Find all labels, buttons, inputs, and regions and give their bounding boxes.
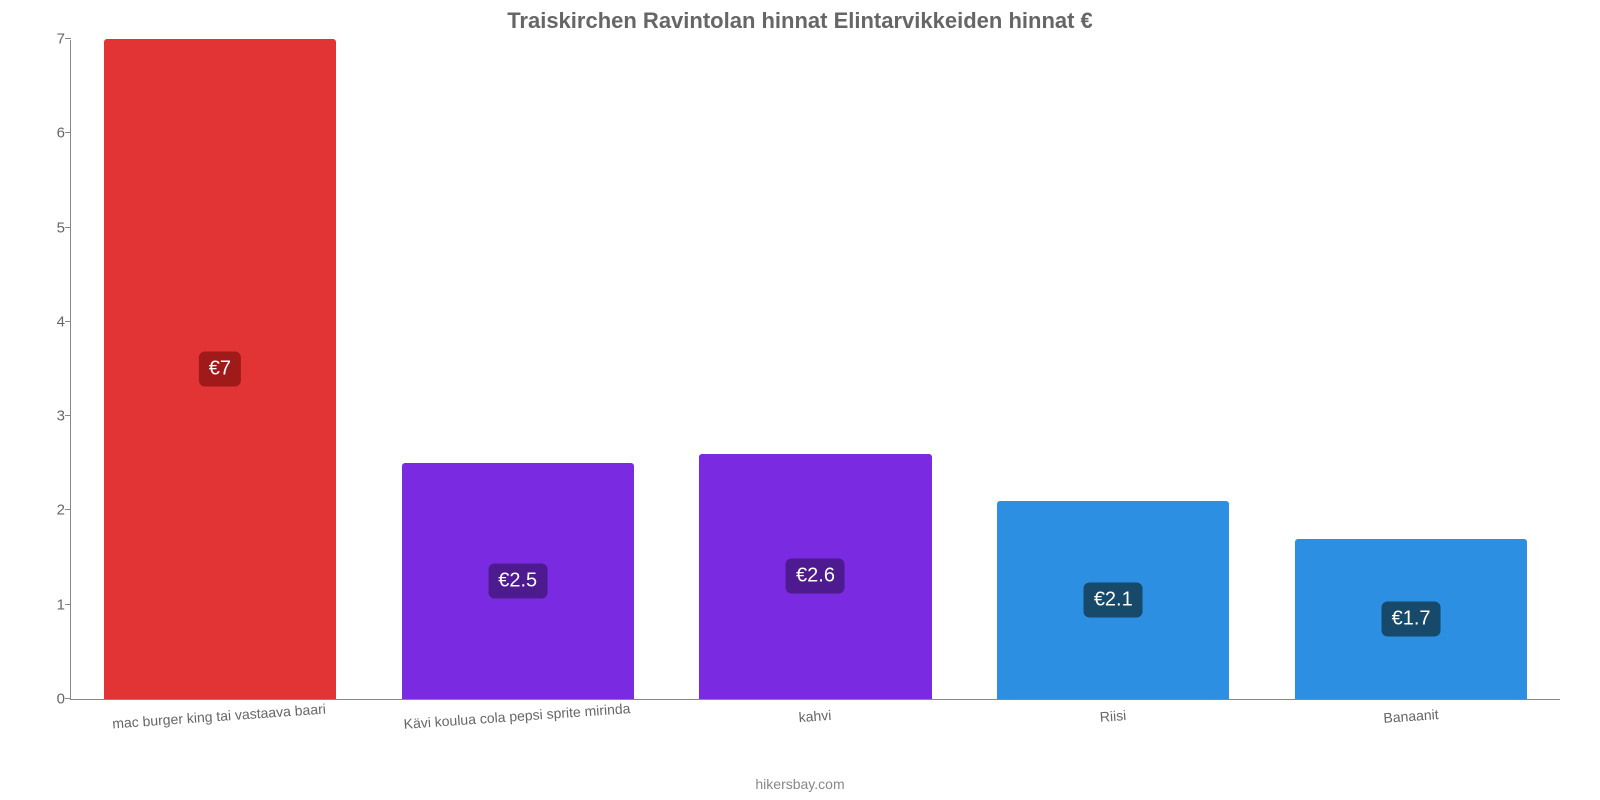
y-tick-mark	[65, 38, 71, 39]
x-axis-label: kahvi	[798, 707, 832, 725]
y-tick-mark	[65, 604, 71, 605]
y-tick-label: 2	[31, 502, 65, 519]
y-tick-mark	[65, 132, 71, 133]
y-tick-label: 0	[31, 691, 65, 708]
bar-value-label: €1.7	[1382, 601, 1441, 636]
bar: €2.1	[997, 501, 1229, 699]
bar: €2.5	[402, 463, 634, 699]
y-tick-label: 1	[31, 596, 65, 613]
chart-area: €7€2.5€2.6€2.1€1.7 01234567	[70, 40, 1560, 700]
y-tick-mark	[65, 698, 71, 699]
x-label-slot: mac burger king tai vastaava baari	[70, 702, 368, 762]
attribution-text: hikersbay.com	[0, 776, 1600, 792]
y-tick-label: 4	[31, 313, 65, 330]
y-tick-mark	[65, 509, 71, 510]
x-label-slot: Riisi	[964, 702, 1262, 762]
plot-area: €7€2.5€2.6€2.1€1.7 01234567	[70, 40, 1560, 700]
bar-slot: €1.7	[1262, 40, 1560, 699]
x-label-slot: kahvi	[666, 702, 964, 762]
x-label-slot: Kävi koulua cola pepsi sprite mirinda	[368, 702, 666, 762]
x-axis-label: Riisi	[1099, 707, 1127, 725]
bar: €1.7	[1295, 539, 1527, 699]
x-label-slot: Banaanit	[1262, 702, 1560, 762]
bar: €2.6	[699, 454, 931, 699]
bar-slot: €2.1	[964, 40, 1262, 699]
bar-value-label: €2.6	[786, 559, 845, 594]
bar-slot: €2.6	[667, 40, 965, 699]
y-tick-label: 3	[31, 408, 65, 425]
y-tick-label: 6	[31, 125, 65, 142]
bar-value-label: €2.5	[488, 564, 547, 599]
x-axis-label: mac burger king tai vastaava baari	[112, 701, 327, 732]
y-tick-mark	[65, 227, 71, 228]
y-tick-label: 5	[31, 219, 65, 236]
y-tick-mark	[65, 321, 71, 322]
bars-container: €7 €2.5 €2.6 €2.1 €1.7	[71, 40, 1560, 699]
bar: €7	[104, 39, 336, 699]
y-tick-label: 7	[31, 31, 65, 48]
x-axis-label: Kävi koulua cola pepsi sprite mirinda	[403, 700, 631, 732]
chart-title: Traiskirchen Ravintolan hinnat Elintarvi…	[0, 0, 1600, 34]
bar-slot: €7	[71, 40, 369, 699]
x-axis-labels: mac burger king tai vastaava baari Kävi k…	[70, 702, 1560, 762]
x-axis-label: Banaanit	[1383, 706, 1439, 726]
bar-value-label: €7	[199, 352, 241, 387]
y-tick-mark	[65, 415, 71, 416]
bar-value-label: €2.1	[1084, 583, 1143, 618]
bar-slot: €2.5	[369, 40, 667, 699]
